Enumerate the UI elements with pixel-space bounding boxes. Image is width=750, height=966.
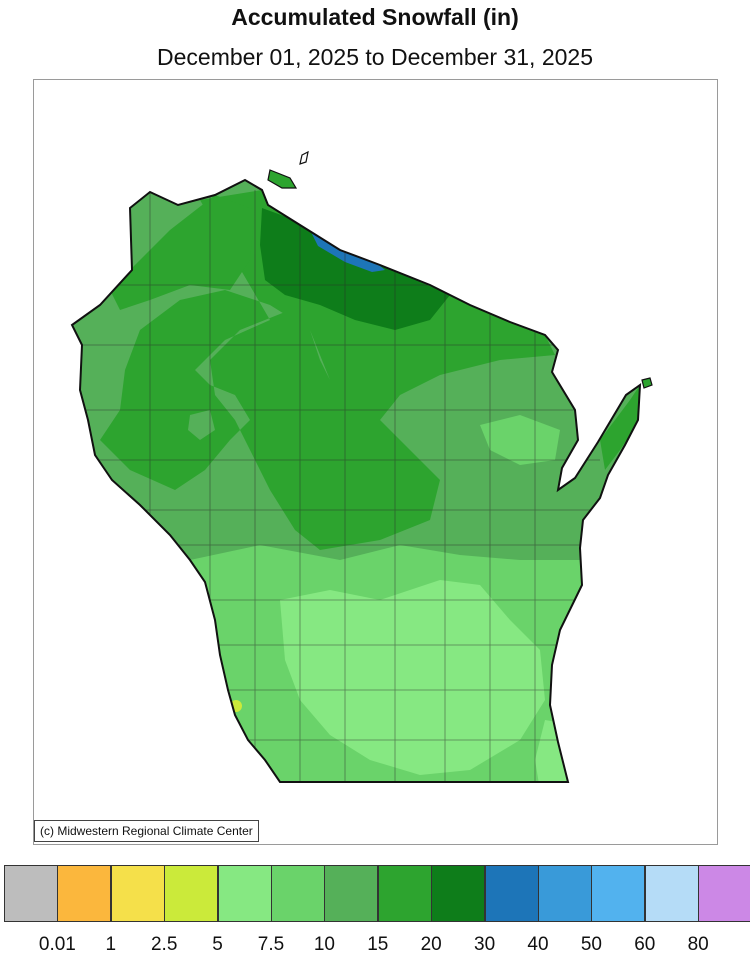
snowfall-zones [72, 180, 640, 782]
legend-label: 5 [212, 934, 223, 955]
apostle-island [267, 169, 298, 189]
legend-swatch [164, 865, 219, 922]
legend-label: 0.01 [38, 934, 76, 955]
zone-15-west-pocket [188, 410, 215, 440]
legend-swatch [698, 865, 750, 922]
legend-swatch [377, 865, 432, 922]
legend-label: 40 [527, 934, 549, 955]
legend-label: 60 [634, 934, 656, 955]
legend-swatch [591, 865, 646, 922]
legend-label: 30 [474, 934, 496, 955]
zone-7-5-south-central [280, 580, 545, 775]
zone-10-northeast-pocket [480, 415, 560, 465]
legend-label: 80 [687, 934, 709, 955]
legend-label: 20 [420, 934, 442, 955]
zone-20-northwest [110, 195, 255, 310]
legend-label: 2.5 [150, 934, 178, 955]
legend-swatch [431, 865, 486, 922]
zone-20-north [100, 190, 555, 550]
legend-swatch [110, 865, 165, 922]
legend-swatch [538, 865, 592, 922]
apostle-island-small [299, 150, 309, 165]
legend-swatch [57, 865, 112, 922]
legend-label: 50 [580, 934, 602, 955]
legend-swatch [484, 865, 539, 922]
zone-20-door-county [600, 385, 640, 470]
state-outline [70, 178, 642, 783]
legend-label: 10 [313, 934, 335, 955]
washington-island [641, 377, 653, 389]
legend-swatch [324, 865, 379, 922]
legend-swatch [271, 865, 325, 922]
legend-label: 7.5 [257, 934, 285, 955]
legend-swatch [644, 865, 699, 922]
zone-30-superior [260, 208, 450, 330]
copyright-notice: (c) Midwestern Regional Climate Center [34, 820, 259, 842]
legend-label: 1 [105, 934, 117, 955]
legend-swatch [217, 865, 272, 922]
map-title: Accumulated Snowfall (in) [231, 4, 519, 30]
map-subtitle: December 01, 2025 to December 31, 2025 [157, 44, 593, 70]
county-lines [72, 190, 600, 782]
legend-swatch [4, 865, 58, 922]
legend-label: 15 [367, 934, 389, 955]
